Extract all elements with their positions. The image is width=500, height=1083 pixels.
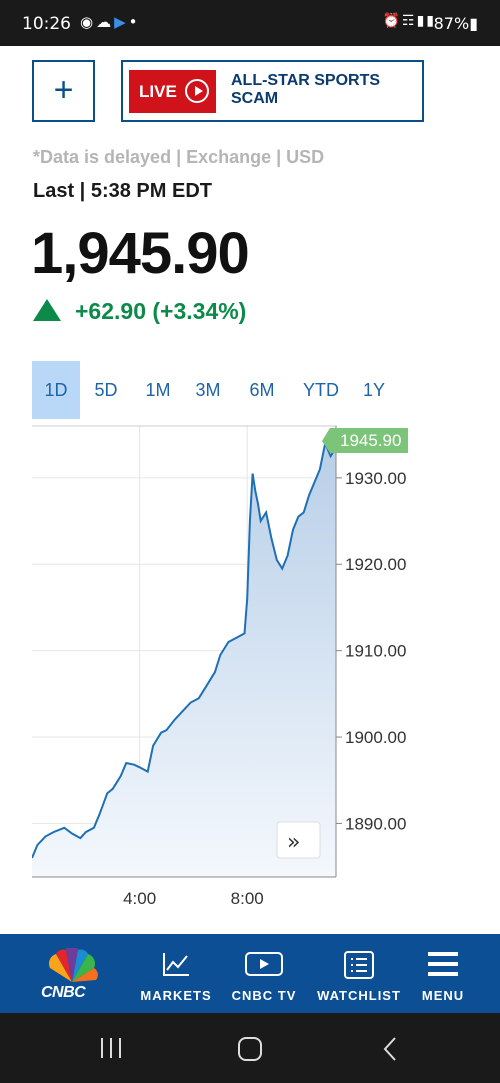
home-icon[interactable] (236, 1035, 264, 1063)
cloud-icon: ☁ (96, 13, 115, 31)
double-chevron-right-icon: » (287, 830, 300, 855)
y-tick-label: 1900.00 (345, 728, 406, 747)
system-navigation-bar (0, 1013, 500, 1083)
y-tick-label: 1890.00 (345, 814, 406, 833)
nav-watchlist[interactable]: WATCHLIST (314, 934, 404, 1013)
last-trade-time: Last | 5:38 PM EDT (33, 180, 212, 202)
nav-markets-label: MARKETS (140, 988, 212, 1003)
signal-icon: ▮▮ (416, 13, 436, 29)
data-delayed-note: *Data is delayed | Exchange | USD (33, 147, 325, 167)
cnbc-logo-button[interactable]: CNBC (32, 934, 112, 1013)
live-badge-label: LIVE (139, 82, 177, 101)
nav-cnbc-tv-label: CNBC TV (231, 988, 297, 1003)
tab-3m[interactable]: 3M (195, 380, 221, 400)
live-program-title: ALL-STAR SPORTS SCAM (231, 72, 381, 107)
notification-icons: ◉☁▶• (80, 13, 141, 31)
hamburger-icon (428, 952, 458, 976)
dot-icon: • (128, 13, 141, 31)
recents-icon[interactable] (98, 1035, 124, 1061)
x-tick-label: 4:00 (123, 889, 156, 908)
back-icon[interactable] (380, 1035, 400, 1063)
play-icon (185, 79, 209, 103)
tab-5d[interactable]: 5D (94, 380, 118, 400)
last-price: 1,945.90 (31, 221, 250, 286)
nav-menu[interactable]: MENU (414, 934, 472, 1013)
tab-1d[interactable]: 1D (32, 361, 80, 419)
bottom-navigation: CNBC MARKETS CNBC TV WATCHLIST MENU (0, 934, 500, 1013)
up-arrow-icon (33, 299, 61, 321)
tab-1m[interactable]: 1M (145, 380, 171, 400)
price-line (32, 439, 337, 859)
chat-icon: ◉ (80, 13, 97, 31)
tab-1y[interactable]: 1Y (362, 380, 386, 400)
y-tick-label: 1910.00 (345, 642, 406, 661)
x-tick-label: 8:00 (231, 889, 264, 908)
price-area-fill (32, 443, 336, 877)
y-tick-label: 1930.00 (345, 469, 406, 488)
live-tv-banner[interactable]: LIVE ALL-STAR SPORTS SCAM (121, 60, 424, 122)
current-price-label: 1945.90 (322, 428, 408, 453)
price-change-value: +62.90 (+3.34%) (75, 298, 247, 324)
app-icon: ▶ (114, 13, 129, 31)
peacock-icon (48, 948, 98, 982)
tv-play-icon (245, 952, 283, 976)
nav-markets[interactable]: MARKETS (138, 934, 214, 1013)
wifi-icon: ☶ (402, 13, 417, 29)
chart-line-icon (163, 953, 189, 976)
expand-chart-button[interactable]: » (276, 821, 321, 859)
tab-6m[interactable]: 6M (249, 380, 275, 400)
nav-menu-label: MENU (421, 988, 465, 1003)
tab-ytd[interactable]: YTD (303, 380, 339, 400)
add-to-watchlist-button[interactable]: + (32, 60, 95, 122)
status-bar: 10:26 ◉☁▶• ⏰☶▮▮ 87%▮ (0, 0, 500, 46)
system-icons: ⏰☶▮▮ (383, 13, 436, 29)
price-change: +62.90 (+3.34%) (33, 298, 246, 325)
battery-level: 87%▮ (433, 14, 478, 33)
status-time: 10:26 (22, 14, 71, 34)
nav-watchlist-label: WATCHLIST (317, 988, 401, 1003)
alarm-icon: ⏰ (382, 13, 403, 29)
intraday-price-chart[interactable]: 1930.00 1920.00 1910.00 1900.00 1890.00 4:00… (32, 425, 422, 915)
cnbc-logo-text: CNBC (41, 984, 86, 1001)
list-icon (344, 951, 374, 979)
nav-cnbc-tv[interactable]: CNBC TV (226, 934, 302, 1013)
y-tick-label: 1920.00 (345, 555, 406, 574)
live-badge: LIVE (129, 70, 216, 113)
current-price-label-text: 1945.90 (340, 431, 401, 450)
